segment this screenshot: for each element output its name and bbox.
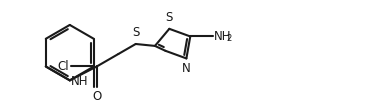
Text: S: S: [132, 26, 139, 39]
Text: Cl: Cl: [58, 60, 69, 73]
Text: N: N: [182, 62, 191, 75]
Text: 2: 2: [226, 34, 231, 43]
Text: O: O: [92, 90, 101, 103]
Text: NH: NH: [71, 75, 89, 88]
Text: S: S: [166, 11, 173, 24]
Text: NH: NH: [214, 30, 231, 43]
